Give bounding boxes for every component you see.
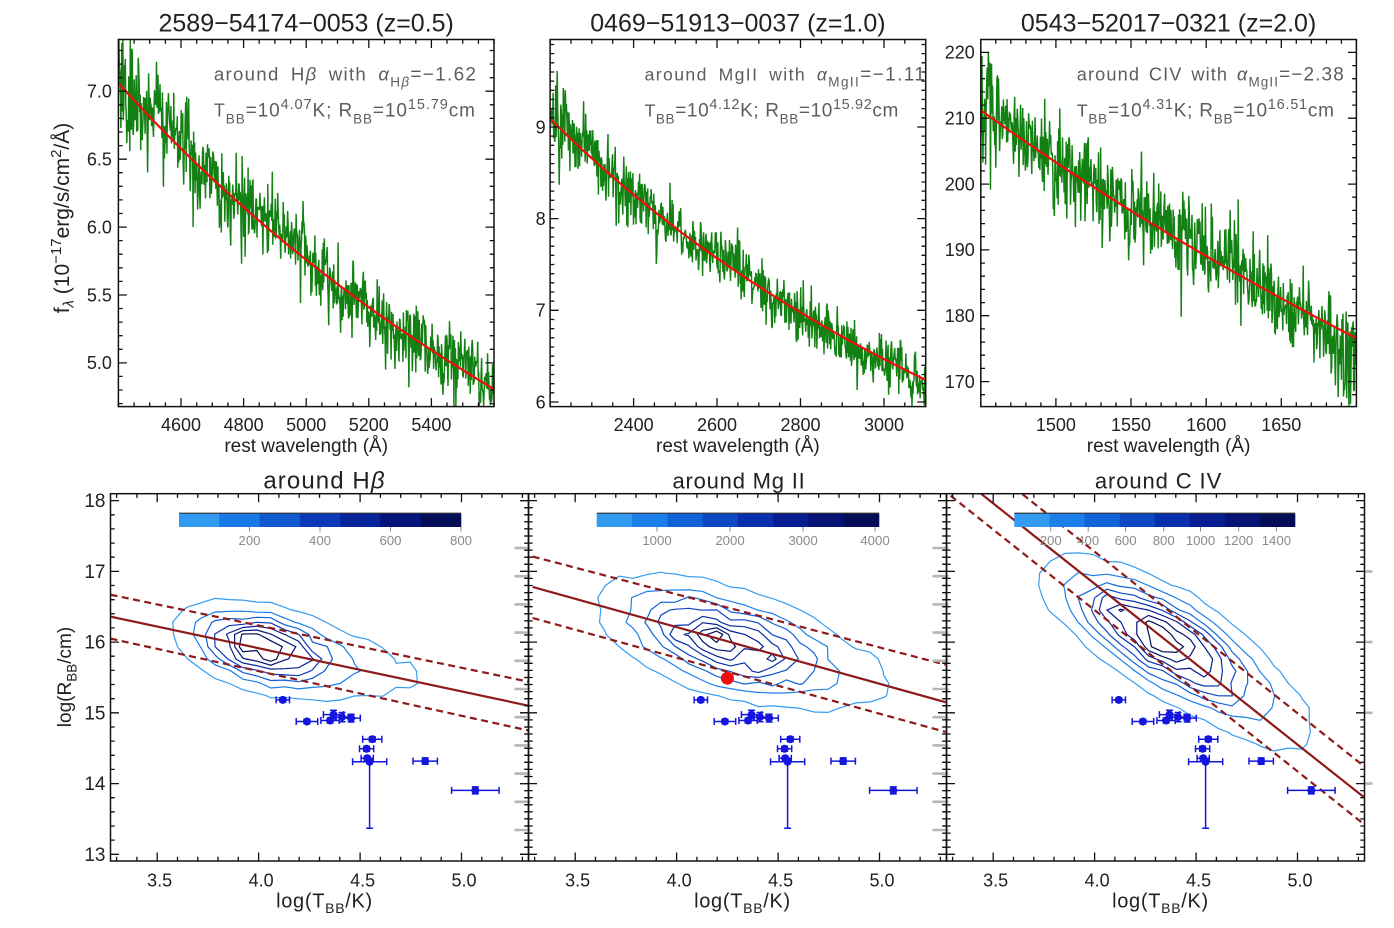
svg-text:5.0: 5.0 [451,871,476,891]
svg-text:200: 200 [238,533,260,548]
svg-text:13: 13 [84,845,105,866]
svg-text:18: 18 [84,491,105,512]
svg-text:600: 600 [1115,533,1137,548]
svg-text:2600: 2600 [697,415,737,435]
svg-text:2400: 2400 [614,415,654,435]
svg-text:TBB=104.31K; RBB=1016.51cm: TBB=104.31K; RBB=1016.51cm [1077,97,1335,126]
svg-text:800: 800 [1153,533,1175,548]
svg-text:6.0: 6.0 [87,217,112,237]
svg-text:5.5: 5.5 [87,285,112,305]
svg-text:1600: 1600 [1186,415,1226,435]
svg-text:3000: 3000 [864,415,904,435]
svg-text:4.0: 4.0 [667,871,692,891]
svg-text:220: 220 [945,43,975,63]
svg-text:6: 6 [536,392,546,412]
svg-text:5.0: 5.0 [87,353,112,373]
svg-text:1200: 1200 [1224,533,1253,548]
svg-text:1550: 1550 [1111,415,1151,435]
svg-text:1000: 1000 [642,533,671,548]
svg-text:9: 9 [536,117,546,137]
svg-text:1500: 1500 [1036,415,1076,435]
svg-text:16: 16 [84,633,105,654]
svg-text:17: 17 [84,562,105,583]
svg-text:1650: 1650 [1261,415,1301,435]
svg-text:5400: 5400 [411,415,451,435]
svg-text:14: 14 [84,774,106,795]
svg-text:15: 15 [84,703,105,724]
svg-text:4.5: 4.5 [350,871,375,891]
svg-text:4000: 4000 [860,533,889,548]
svg-text:log(TBB/K): log(TBB/K) [276,891,373,917]
svg-text:around C IV: around C IV [1095,469,1222,494]
svg-text:1000: 1000 [1186,533,1215,548]
svg-text:7.0: 7.0 [87,82,112,102]
svg-text:4.0: 4.0 [249,871,274,891]
svg-text:log(TBB/K): log(TBB/K) [694,891,791,917]
svg-text:2589−54174−0053 (z=0.5): 2589−54174−0053 (z=0.5) [158,10,453,38]
svg-text:200: 200 [1040,533,1062,548]
svg-text:rest wavelength (Å): rest wavelength (Å) [1087,436,1251,457]
svg-text:400: 400 [309,533,331,548]
svg-text:5200: 5200 [349,415,389,435]
svg-text:5000: 5000 [286,415,326,435]
svg-text:around Hβ: around Hβ [263,468,385,495]
svg-text:180: 180 [945,306,975,326]
svg-text:8: 8 [536,209,546,229]
svg-text:4.0: 4.0 [1085,871,1110,891]
svg-text:5.0: 5.0 [1287,871,1312,891]
svg-text:log(TBB/K): log(TBB/K) [1112,891,1209,917]
svg-text:4.5: 4.5 [1186,871,1211,891]
svg-text:2800: 2800 [780,415,820,435]
svg-text:190: 190 [945,240,975,260]
svg-text:rest wavelength (Å): rest wavelength (Å) [656,436,820,457]
svg-text:6.5: 6.5 [87,150,112,170]
svg-text:0469−51913−0037 (z=1.0): 0469−51913−0037 (z=1.0) [590,10,885,38]
svg-text:3000: 3000 [788,533,817,548]
svg-text:0543−52017−0321 (z=2.0): 0543−52017−0321 (z=2.0) [1021,10,1316,38]
svg-text:4800: 4800 [224,415,264,435]
svg-text:2000: 2000 [715,533,744,548]
svg-text:3.5: 3.5 [565,871,590,891]
svg-text:1400: 1400 [1262,533,1291,548]
svg-text:3.5: 3.5 [983,871,1008,891]
svg-text:7: 7 [536,301,546,321]
svg-text:5.0: 5.0 [869,871,894,891]
svg-text:400: 400 [1077,533,1099,548]
svg-text:200: 200 [945,174,975,194]
svg-text:170: 170 [945,372,975,392]
svg-text:3.5: 3.5 [147,871,172,891]
svg-text:around Mg II: around Mg II [672,469,805,494]
svg-text:600: 600 [379,533,401,548]
svg-text:4.5: 4.5 [768,871,793,891]
svg-text:rest wavelength (Å): rest wavelength (Å) [224,436,388,457]
svg-text:4600: 4600 [161,415,201,435]
svg-text:210: 210 [945,109,975,129]
svg-text:800: 800 [450,533,472,548]
